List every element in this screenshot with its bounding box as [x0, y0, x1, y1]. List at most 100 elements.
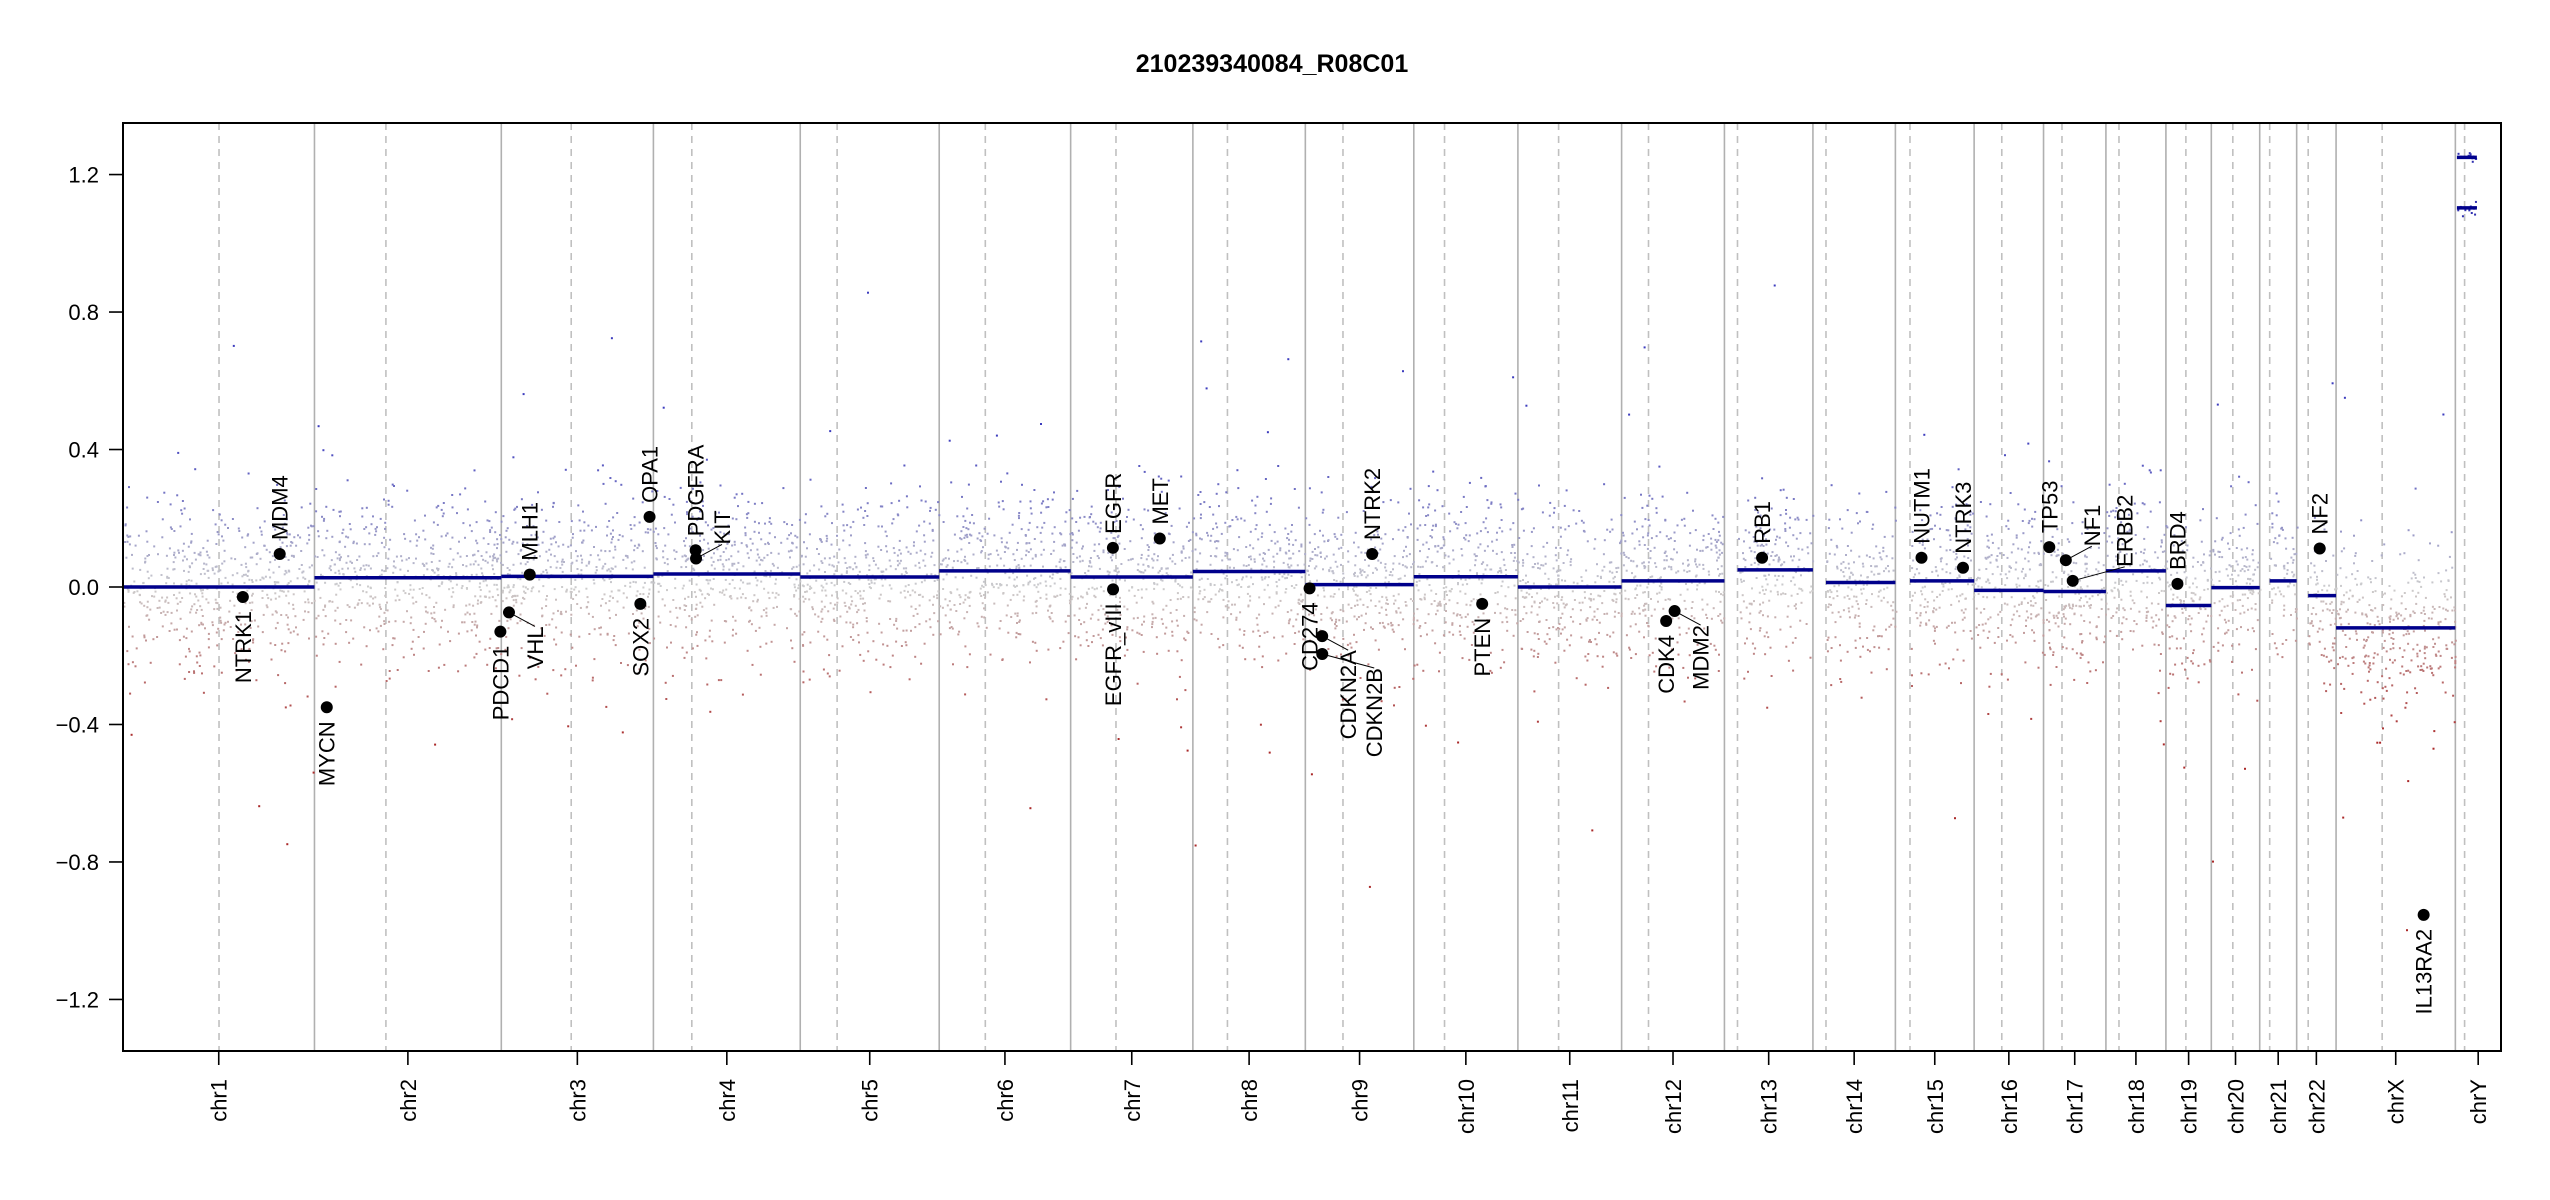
probe-point: [730, 597, 733, 600]
probe-point: [1977, 576, 1979, 579]
probe-point: [2009, 624, 2012, 627]
probe-point: [368, 532, 371, 535]
probe-point: [1185, 525, 1188, 528]
probe-point: [1554, 554, 1557, 557]
probe-point: [1002, 592, 1005, 595]
probe-point: [1673, 540, 1676, 542]
probe-point: [2007, 527, 2010, 530]
probe-point: [1266, 584, 1269, 587]
probe-point: [506, 619, 509, 622]
probe-point: [550, 543, 553, 546]
probe-point: [1504, 595, 1507, 598]
probe-point: [1025, 542, 1028, 545]
probe-point: [1868, 556, 1871, 558]
probe-point: [1687, 627, 1690, 630]
probe-point: [1790, 594, 1793, 597]
probe-point: [675, 606, 678, 609]
probe-point: [1866, 583, 1869, 586]
probe-point: [1594, 538, 1597, 541]
probe-point: [1245, 575, 1248, 578]
probe-point: [1720, 565, 1723, 568]
probe-point: [1792, 534, 1795, 537]
probe-point: [1770, 555, 1773, 557]
probe-point: [620, 483, 623, 486]
probe-point: [1537, 652, 1540, 655]
probe-point: [1354, 555, 1357, 558]
probe-point: [964, 594, 967, 597]
probe-point: [577, 573, 580, 576]
probe-point: [175, 597, 178, 600]
probe-point: [1759, 603, 1761, 606]
probe-point: [1442, 544, 1445, 547]
probe-point: [1047, 506, 1050, 508]
probe-point: [997, 501, 1000, 504]
probe-point: [1378, 600, 1381, 603]
probe-point: [220, 638, 223, 641]
probe-point: [1511, 546, 1514, 548]
probe-point: [898, 562, 901, 565]
probe-point: [526, 525, 528, 527]
probe-point: [687, 595, 690, 598]
probe-point: [620, 662, 622, 664]
probe-point: [802, 595, 805, 598]
probe-point: [1491, 540, 1494, 543]
probe-point: [519, 578, 522, 581]
probe-point: [1663, 567, 1666, 570]
probe-point: [1447, 555, 1450, 558]
probe-point: [760, 558, 762, 561]
probe-point: [1699, 549, 1702, 552]
probe-point: [1136, 682, 1139, 685]
probe-point: [1225, 574, 1228, 577]
probe-point: [384, 527, 386, 530]
probe-point: [1887, 648, 1890, 651]
probe-point: [1366, 606, 1369, 609]
probe-point: [537, 665, 540, 668]
probe-point: [1768, 599, 1771, 602]
probe-point: [1677, 570, 1680, 573]
probe-point: [1620, 539, 1623, 542]
probe-point: [1750, 563, 1753, 566]
probe-point: [754, 629, 757, 632]
probe-point: [1538, 621, 1541, 623]
probe-point: [1799, 619, 1802, 622]
probe-point: [1152, 559, 1155, 562]
probe-point: [870, 581, 873, 584]
probe-point: [1085, 639, 1088, 642]
probe-point: [1222, 616, 1225, 619]
probe-point: [1563, 649, 1566, 652]
probe-point: [1828, 596, 1831, 598]
probe-point: [1111, 554, 1114, 557]
probe-point: [1476, 532, 1479, 535]
probe-point: [626, 556, 629, 559]
probe-point: [521, 542, 524, 545]
probe-point: [437, 666, 440, 669]
probe-point: [512, 599, 515, 602]
probe-point: [1118, 636, 1121, 639]
probe-point: [1329, 566, 1332, 569]
probe-point: [2052, 654, 2055, 656]
probe-point: [146, 496, 149, 499]
probe-point: [1399, 611, 1402, 614]
probe-point: [1403, 574, 1406, 577]
probe-point: [514, 595, 517, 598]
probe-point: [859, 653, 862, 656]
probe-point: [236, 572, 239, 575]
probe-point: [1996, 555, 1999, 557]
probe-point: [1628, 413, 1631, 416]
probe-point: [1117, 738, 1120, 740]
probe-point: [768, 597, 771, 600]
probe-point: [1954, 518, 1957, 521]
probe-point: [1952, 658, 1955, 661]
probe-point: [1001, 500, 1004, 503]
probe-point: [1615, 567, 1618, 570]
probe-point: [1062, 560, 1065, 563]
probe-point: [1306, 570, 1309, 573]
probe-point: [182, 635, 185, 638]
probe-point: [1978, 624, 1981, 626]
probe-point: [1356, 618, 1358, 621]
probe-point: [713, 567, 716, 570]
probe-point: [1459, 634, 1462, 636]
probe-point: [1955, 552, 1958, 555]
probe-point: [960, 530, 963, 533]
probe-point: [1778, 536, 1781, 539]
